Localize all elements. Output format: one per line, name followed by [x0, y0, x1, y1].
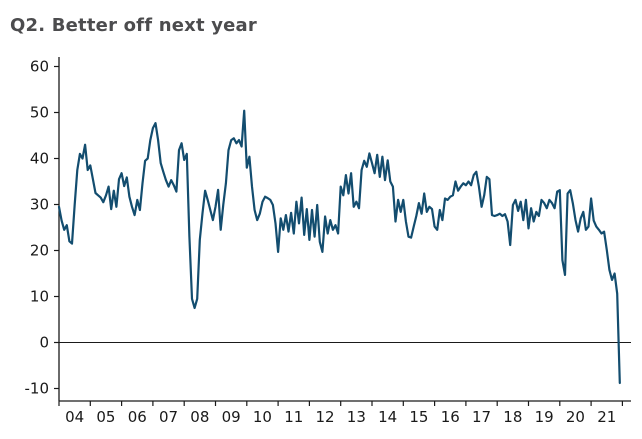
y-axis-tick-label: 40	[30, 150, 49, 168]
x-axis-tick-label: 15	[409, 408, 428, 426]
x-axis-tick-label: 05	[96, 408, 115, 426]
x-axis-tick-label: 18	[503, 408, 522, 426]
y-axis-tick-label: 20	[30, 242, 49, 260]
y-axis-tick-label: 10	[30, 288, 49, 306]
x-axis-tick-label: 07	[159, 408, 178, 426]
x-axis-tick-label: 14	[378, 408, 397, 426]
y-axis-tick-label: 0	[39, 334, 49, 352]
x-axis-tick-label: 16	[441, 408, 460, 426]
x-axis-tick-label: 20	[566, 408, 585, 426]
x-axis-tick-label: 21	[597, 408, 616, 426]
x-axis-tick-label: 08	[190, 408, 209, 426]
y-axis-tick-label: -10	[25, 380, 50, 398]
y-axis-tick-label: 30	[30, 196, 49, 214]
y-axis-tick-label: 60	[30, 58, 49, 76]
x-axis-tick-label: 09	[222, 408, 241, 426]
x-axis-tick-label: 04	[65, 408, 84, 426]
x-axis-tick-label: 13	[347, 408, 366, 426]
x-axis-tick-label: 06	[128, 408, 147, 426]
chart-title: Q2. Better off next year	[10, 15, 257, 36]
x-axis-tick-label: 10	[253, 408, 272, 426]
data-line-better-off-next-year	[57, 109, 621, 385]
x-axis-tick-label: 11	[284, 408, 303, 426]
x-axis-tick-label: 17	[472, 408, 491, 426]
x-axis-tick-label: 19	[535, 408, 554, 426]
y-axis-tick-label: 50	[30, 104, 49, 122]
x-axis-tick-label: 12	[316, 408, 335, 426]
